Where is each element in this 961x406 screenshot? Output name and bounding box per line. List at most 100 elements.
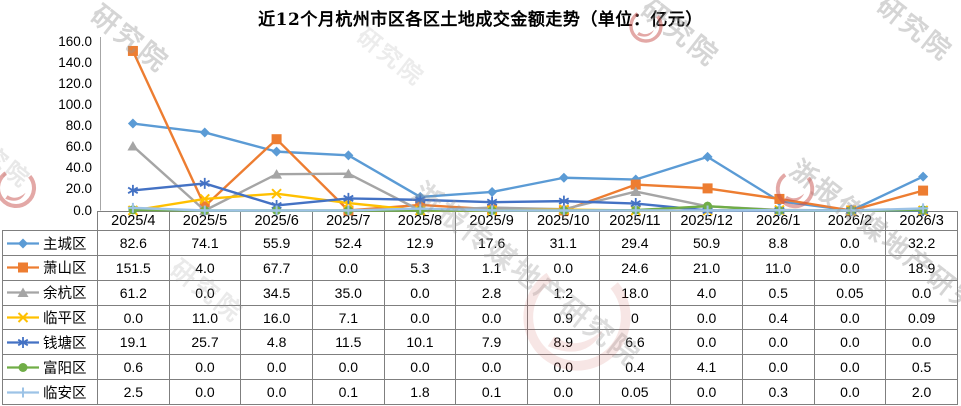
series-marker-square [199,201,210,212]
value-cell: 0.0 [813,379,887,405]
legend-cell: 萧山区 [2,255,98,281]
data-table: 2025/4 2025/5 2025/6 2025/7 2025/8 2025/9 2025… [2,210,958,405]
value-cell: 7.1 [311,304,385,331]
series-marker-diamond [487,186,498,197]
value-cell: 151.5 [97,255,170,281]
month-header-cell: 2025/11 [598,210,672,232]
series-marker-circle [703,201,713,211]
value-cell: 55.9 [240,230,313,256]
value-cell: 0.0 [168,379,242,405]
value-cell: 24.6 [598,255,672,281]
series-name-label: 主城区 [43,236,87,253]
value-cell: 0.0 [240,354,313,381]
value-cell: 0.0 [813,230,887,256]
value-cell: 18.0 [598,279,672,306]
value-cell: 0.0 [383,304,457,331]
series-marker-asterisk [127,184,139,196]
value-cell: 50.9 [670,230,743,256]
series-marker-diamond [199,127,210,138]
value-cell: 0.0 [455,304,528,331]
series-marker-square [127,45,138,56]
series-marker-diamond [630,174,641,185]
value-cell: 21.0 [670,255,743,281]
value-cell: 0.0 [168,354,242,381]
value-cell: 10.1 [383,329,457,356]
value-cell: 0.0 [240,379,313,405]
month-header-cell: 2026/1 [741,210,815,232]
legend-cell: 余杭区 [2,279,98,306]
series-marker-diamond [558,172,569,183]
series-marker-triangle [17,287,29,298]
value-cell: 2.5 [97,379,170,405]
series-line [131,182,925,212]
value-cell: 25.7 [168,329,242,356]
value-cell: 82.6 [97,230,170,256]
table-corner-cell [3,212,98,231]
value-cell: 8.9 [526,329,600,356]
series-marker-square [271,134,282,145]
series-marker-square [415,199,426,210]
value-cell: 1.2 [526,279,600,306]
y-tick-label: 40.0 [65,160,92,176]
legend-swatch-icon [7,262,39,273]
legend-cell: 富阳区 [2,354,98,381]
series-marker-square [630,179,641,190]
value-cell: 11.0 [168,304,242,331]
value-cell: 4.8 [240,329,313,356]
legend-cell: 主城区 [2,230,98,256]
value-cell: 0.4 [741,304,815,331]
value-cell: 35.0 [311,279,385,306]
value-cell: 0.0 [885,329,958,356]
series-marker-triangle [342,168,354,179]
table-row: 主城区 82.6 74.1 55.9 52.4 12.9 17.6 31.1 29.4 50.9 8… [2,230,958,256]
series-marker-diamond [774,196,785,207]
series-marker-plus [18,387,28,398]
series-marker-x [271,188,282,199]
value-cell: 0.0 [813,329,887,356]
value-cell: 0.0 [741,354,815,381]
legend-swatch-icon [7,287,39,298]
value-cell: 7.9 [455,329,528,356]
table-row: 萧山区 151.5 4.0 67.7 0.0 5.3 1.1 0.0 24.6 21.0 11.0 0… [2,255,958,281]
value-cell: 0.0 [670,329,743,356]
value-cell: 74.1 [168,230,242,256]
value-cell: 0.0 [526,354,600,381]
series-marker-asterisk [486,196,498,208]
series-name-label: 钱塘区 [43,335,87,352]
series-line [131,49,925,212]
value-cell: 0.05 [598,379,672,405]
series-marker-triangle [271,169,283,179]
series-marker-circle [18,362,28,372]
series-line [131,204,925,212]
value-cell: 5.3 [383,255,457,281]
series-marker-diamond [415,191,426,202]
legend-swatch-icon [7,312,39,323]
series-name-label: 临平区 [43,311,87,328]
value-cell: 0.0 [168,279,242,306]
series-marker-diamond [918,171,929,182]
value-cell: 0.05 [813,279,887,306]
series-marker-asterisk [271,199,282,211]
y-tick-label: 20.0 [65,181,92,197]
value-cell: 1.8 [383,379,457,405]
value-cell: 0.6 [97,354,170,381]
value-cell: 0.0 [526,255,600,281]
series-marker-asterisk [17,336,29,348]
series-marker-square [702,183,713,194]
legend-cell: 临安区 [2,379,98,405]
legend-swatch-icon [7,387,39,398]
month-header-cell: 2025/5 [168,210,242,232]
value-cell: 2.0 [885,379,958,405]
value-cell: 0.0 [670,304,743,331]
series-line [131,192,925,212]
line-chart [100,37,929,216]
series-marker-triangle [127,141,139,151]
month-header-cell: 2025/12 [670,210,743,232]
y-tick-label: 100.0 [58,97,92,113]
value-cell: 0.0 [97,304,170,331]
value-cell: 0.5 [885,354,958,381]
value-cell: 4.0 [168,255,242,281]
series-marker-asterisk [343,192,354,204]
value-cell: 0.0 [383,354,457,381]
